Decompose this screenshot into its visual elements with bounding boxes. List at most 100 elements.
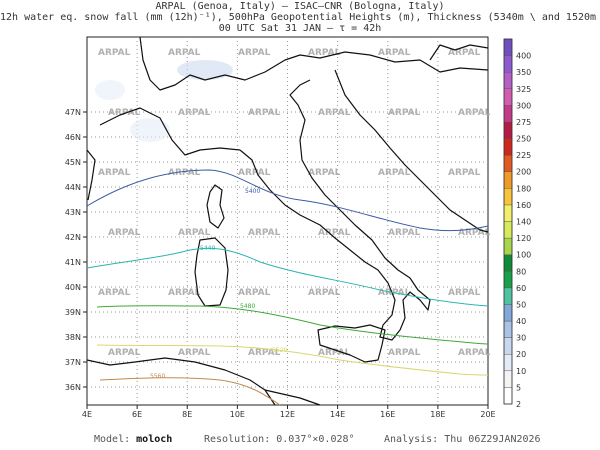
watermark: ARPAL (318, 228, 351, 238)
colorbar-label: 120 (516, 234, 531, 243)
lon-label: 8E (182, 410, 192, 419)
colorbar-swatch (503, 304, 513, 322)
lon-label: 14E (330, 410, 345, 419)
colorbar-label: 250 (516, 135, 531, 144)
colorbar-label: 50 (516, 300, 526, 309)
header-line-1: ARPAL (Genoa, Italy) – ISAC–CNR (Bologna… (155, 1, 445, 12)
watermark: ARPAL (168, 48, 201, 58)
colorbar-swatch (503, 105, 513, 123)
footer-resolution: Resolution: 0.037°×0.028° (204, 434, 355, 445)
colorbar-swatch (503, 171, 513, 189)
coastlines (86, 36, 489, 406)
watermark: ARPAL (98, 168, 131, 178)
colorbar-label: 325 (516, 85, 531, 94)
watermark: ARPAL (168, 168, 201, 178)
watermark: ARPAL (458, 348, 491, 358)
lon-label: 10E (230, 410, 245, 419)
lat-label: 45N (65, 158, 81, 167)
colorbar-swatch (503, 55, 513, 73)
colorbar-swatch (503, 254, 513, 272)
lat-label: 44N (65, 183, 81, 192)
watermark: ARPAL (448, 48, 481, 58)
colorbar-swatch (503, 188, 513, 206)
watermark: ARPAL (98, 48, 131, 58)
colorbar-swatch (503, 237, 513, 255)
watermark: ARPAL (308, 288, 341, 298)
latitude-labels: 36N 37N 38N 39N 40N 41N 42N 43N 44N 45N 46N 47N (65, 108, 81, 392)
header-line-2: 12h water eq. snow fall (mm (12h)⁻¹), 50… (0, 12, 600, 23)
footer-model: Model: moloch (94, 434, 172, 445)
model-label: Model: (94, 434, 131, 445)
contour-line (96, 344, 489, 376)
longitude-labels: 4E 6E 8E 10E 12E 14E 16E 18E 20E (82, 410, 496, 419)
colorbar-swatch (503, 71, 513, 89)
lon-label: 18E (430, 410, 445, 419)
colorbar-swatch (503, 370, 513, 388)
colorbar-swatch (503, 221, 513, 239)
lat-label: 46N (65, 133, 81, 142)
watermark: ARPAL (178, 108, 211, 118)
contour-label: 5520 (272, 347, 287, 354)
colorbar-label: 10 (516, 367, 526, 376)
colorbar-label: 80 (516, 267, 526, 276)
contour-line (99, 377, 281, 406)
contour-label: 5480 (240, 303, 255, 310)
graticule (83, 37, 489, 409)
watermark: ARPAL (378, 168, 411, 178)
watermark: ARPAL (178, 348, 211, 358)
contour-line (96, 305, 489, 345)
watermark: ARPAL (248, 348, 281, 358)
watermark: ARPAL (378, 48, 411, 58)
watermark: ARPAL (238, 168, 271, 178)
colorbar-swatch (503, 354, 513, 372)
header-line-3: 00 UTC Sat 31 JAN – τ = 42h (218, 23, 382, 34)
watermark: ARPAL (108, 348, 141, 358)
lat-label: 43N (65, 208, 81, 217)
lat-label: 38N (65, 333, 81, 342)
colorbar-label: 180 (516, 184, 531, 193)
colorbar-label: 160 (516, 201, 531, 210)
watermark: ARPAL (458, 228, 491, 238)
watermark: ARPAL (248, 228, 281, 238)
colorbar-swatch (503, 121, 513, 139)
watermark: ARPAL (238, 288, 271, 298)
colorbar-swatch (503, 154, 513, 172)
lon-label: 6E (132, 410, 142, 419)
lat-label: 36N (65, 383, 81, 392)
watermark: ARPAL (458, 108, 491, 118)
colorbar-label: 200 (516, 168, 531, 177)
watermark: ARPAL (168, 288, 201, 298)
lon-label: 12E (280, 410, 295, 419)
lat-label: 47N (65, 108, 81, 117)
colorbar-label: 140 (516, 218, 531, 227)
watermark: ARPAL (308, 48, 341, 58)
resolution-value: 0.037°×0.028° (276, 434, 355, 445)
colorbar-swatch (503, 88, 513, 106)
contour-label: 5440 (200, 245, 215, 252)
colorbar-label: 300 (516, 101, 531, 110)
resolution-label: Resolution: (204, 434, 271, 445)
lon-label: 20E (480, 410, 495, 419)
lat-label: 37N (65, 358, 81, 367)
watermark: ARPAL (318, 108, 351, 118)
colorbar-label: 30 (516, 334, 526, 343)
footer-analysis: Analysis: Thu 06Z29JAN2026 (384, 434, 541, 445)
colorbar-label: 400 (516, 52, 531, 61)
geopotential-contours: 5400 5440 5480 5520 5560 (86, 169, 489, 406)
colorbar-label: 40 (516, 317, 526, 326)
colorbar-swatch (503, 387, 513, 405)
colorbar-swatch (503, 287, 513, 305)
watermark: ARPAL (388, 228, 421, 238)
contour-label: 5560 (150, 373, 165, 380)
watermark: ARPAL (248, 108, 281, 118)
watermark: ARPAL (448, 168, 481, 178)
watermark: ARPAL (448, 288, 481, 298)
colorbar-swatch (503, 271, 513, 289)
lon-label: 4E (82, 410, 92, 419)
colorbar-label: 225 (516, 151, 531, 160)
colorbar-label: 275 (516, 118, 531, 127)
watermark: ARPAL (98, 288, 131, 298)
analysis-label: Analysis: (384, 434, 439, 445)
contour-label: 5400 (245, 188, 260, 195)
